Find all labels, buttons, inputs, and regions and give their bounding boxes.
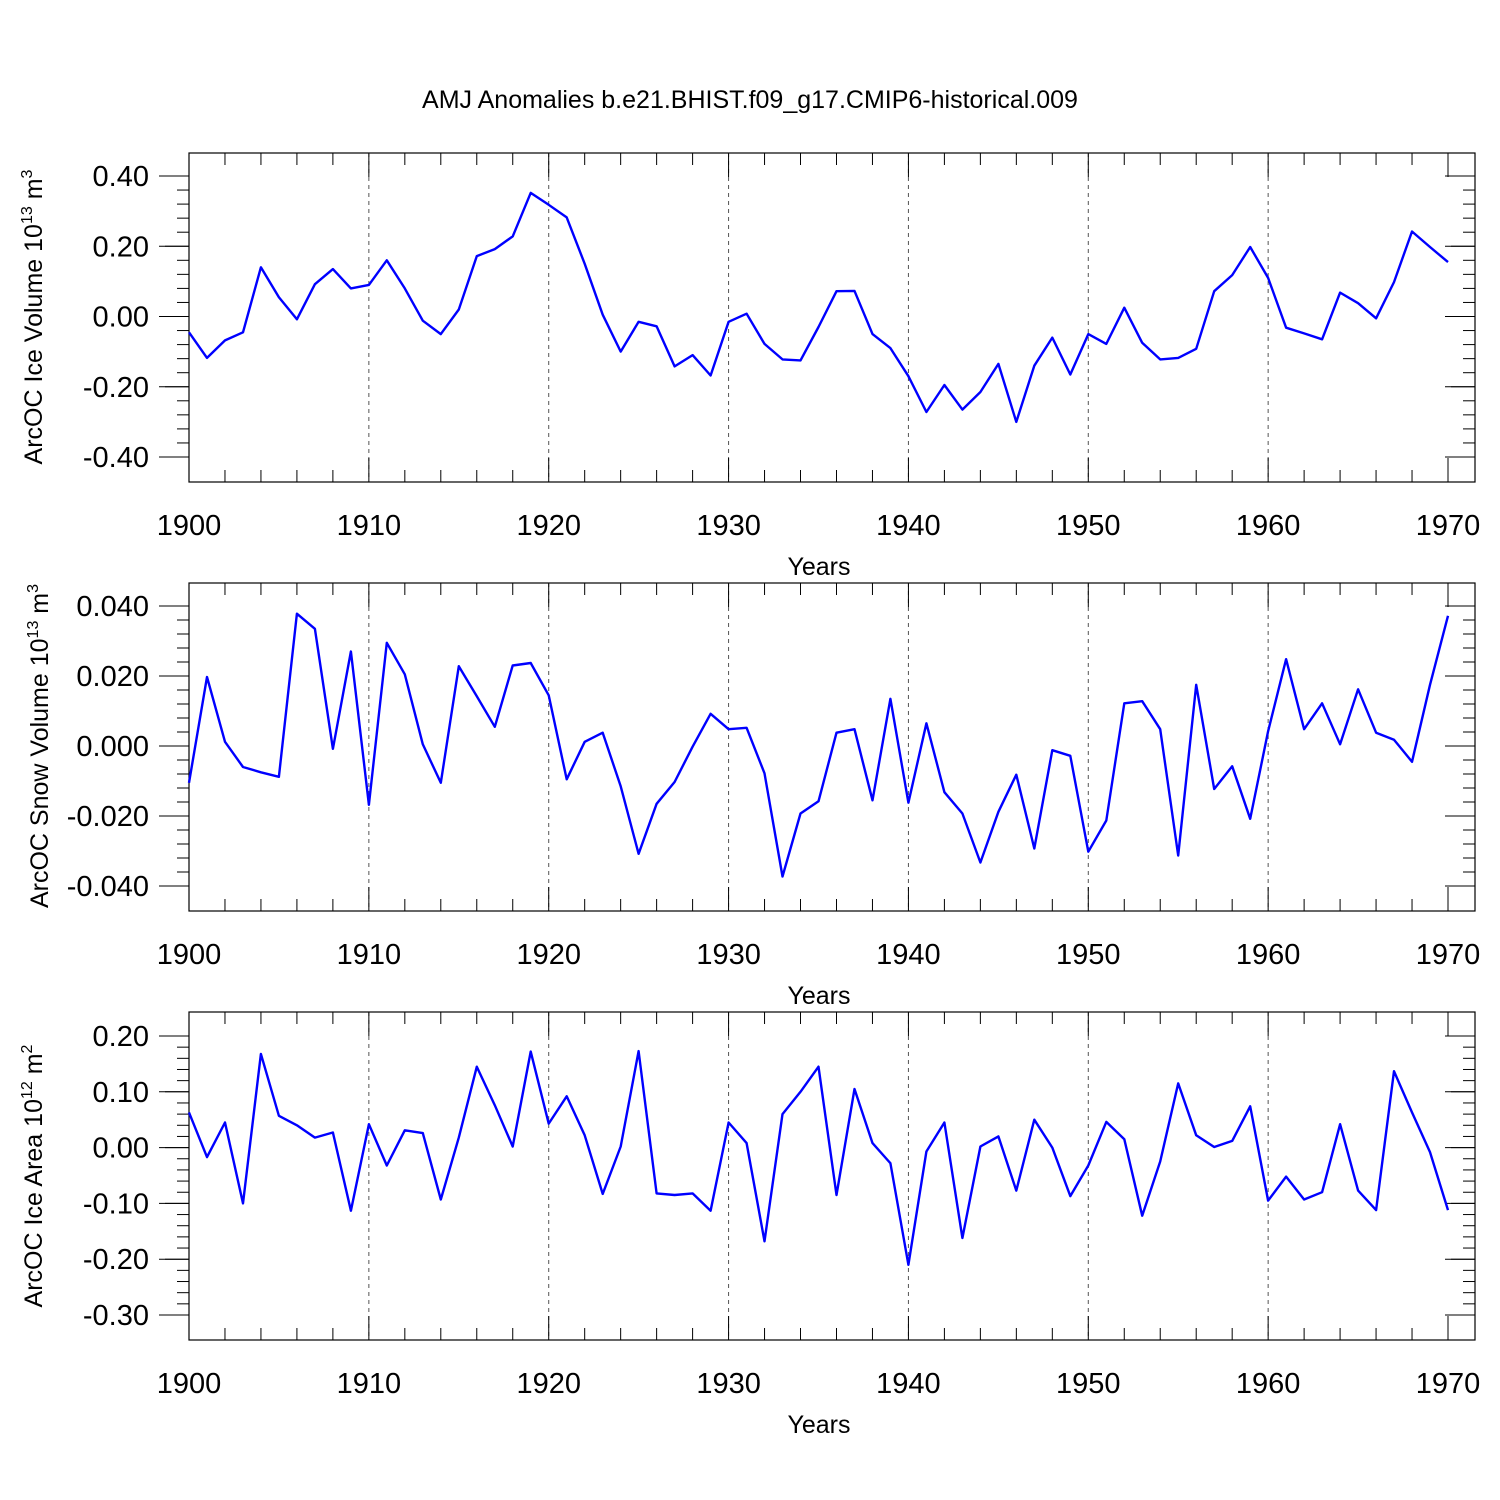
y-tick-label: 0.00: [93, 1133, 149, 1165]
series-line-arcoc-ice-area: [187, 1049, 1450, 1267]
x-tick-label: 1940: [876, 1368, 941, 1400]
x-tick-label: 1900: [157, 939, 222, 971]
y-axis-label-text: ArcOC Snow Volume 10: [26, 638, 54, 908]
x-tick-label: 1930: [696, 939, 761, 971]
y-tick-label: -0.10: [83, 1188, 149, 1220]
x-tick-label: 1950: [1056, 510, 1121, 542]
y-tick-label: -0.40: [83, 442, 149, 474]
x-tick-label: 1970: [1416, 510, 1481, 542]
x-tick-label: 1940: [876, 939, 941, 971]
x-tick-label: 1910: [337, 510, 402, 542]
series-line-arcoc-ice-volume: [188, 191, 1449, 424]
y-tick-label: -0.20: [83, 372, 149, 404]
x-axis-label: Years: [787, 982, 850, 1010]
x-tick-label: 1930: [696, 510, 761, 542]
y-tick-label: -0.20: [83, 1244, 149, 1276]
y-axis-label: ArcOC Ice Volume 1013 m3: [19, 169, 48, 464]
x-tick-label: 1920: [516, 939, 581, 971]
x-tick-label: 1950: [1056, 1368, 1121, 1400]
x-axis-label: Years: [787, 1411, 850, 1439]
y-tick-label: 0.020: [76, 661, 149, 693]
y-tick-label: -0.040: [67, 871, 149, 903]
x-tick-label: 1950: [1056, 939, 1121, 971]
x-tick-label: 1920: [516, 510, 581, 542]
y-axis-label-exponent: 13: [19, 206, 36, 224]
y-tick-label: 0.20: [93, 1021, 149, 1053]
panel-1: 0.40 0.20 0.00 -0.20 -0.40 1900 1910 1920 1930 19…: [19, 152, 1481, 581]
y-tick-label: 0.040: [76, 591, 149, 623]
x-tick-label: 1970: [1416, 1368, 1481, 1400]
plot-frame: [188, 152, 1476, 483]
figure-title: AMJ Anomalies b.e21.BHIST.f09_g17.CMIP6-…: [422, 86, 1078, 114]
y-axis-label-text: ArcOC Ice Volume 10: [20, 224, 48, 464]
y-tick-label: 0.10: [93, 1077, 149, 1109]
y-axis-label-text: ArcOC Ice Area 10: [20, 1099, 48, 1307]
panel-3: 0.20 0.10 0.00 -0.10 -0.20 -0.30 1900 1910 1920 1…: [19, 1011, 1481, 1439]
y-tick-label: -0.30: [83, 1300, 149, 1332]
y-axis-label: ArcOC Snow Volume 1013 m3: [25, 584, 54, 908]
x-axis-label: Years: [787, 553, 850, 581]
y-axis-label-unit: m: [20, 1053, 48, 1081]
x-tick-label: 1910: [337, 1368, 402, 1400]
y-axis-label-unit: m: [26, 593, 54, 621]
plot-frame: [188, 582, 1476, 912]
x-tick-label: 1940: [876, 510, 941, 542]
y-tick-label: 0.20: [93, 231, 149, 263]
x-tick-label: 1900: [157, 1368, 222, 1400]
x-tick-label: 1900: [157, 510, 222, 542]
y-axis-label-unit-exponent: 3: [19, 169, 36, 178]
x-tick-label: 1960: [1236, 1368, 1301, 1400]
y-tick-label: -0.020: [67, 801, 149, 833]
y-axis-label-exponent: 13: [25, 621, 42, 639]
y-tick-label: 0.00: [93, 302, 149, 334]
series-line-arcoc-snow-volume: [187, 612, 1450, 878]
x-tick-label: 1970: [1416, 939, 1481, 971]
panel-2: 0.040 0.020 0.000 -0.020 -0.040 1900 1910 1920 1…: [25, 582, 1481, 1010]
x-tick-label: 1960: [1236, 939, 1301, 971]
plot-frame: [188, 1011, 1476, 1341]
y-axis-label-unit-exponent: 3: [25, 584, 42, 593]
x-tick-label: 1960: [1236, 510, 1301, 542]
x-tick-label: 1930: [696, 1368, 761, 1400]
y-axis-label-unit-exponent: 2: [19, 1044, 36, 1053]
panels: 0.40 0.20 0.00 -0.20 -0.40 1900 1910 1920 1930 19…: [19, 152, 1481, 1439]
x-tick-label: 1910: [337, 939, 402, 971]
y-tick-label: 0.000: [76, 731, 149, 763]
y-axis-label-exponent: 12: [19, 1081, 36, 1099]
y-tick-label: 0.40: [93, 161, 149, 193]
y-axis-label-unit: m: [20, 178, 48, 206]
y-axis-label: ArcOC Ice Area 1012 m2: [19, 1044, 48, 1307]
x-tick-label: 1920: [516, 1368, 581, 1400]
